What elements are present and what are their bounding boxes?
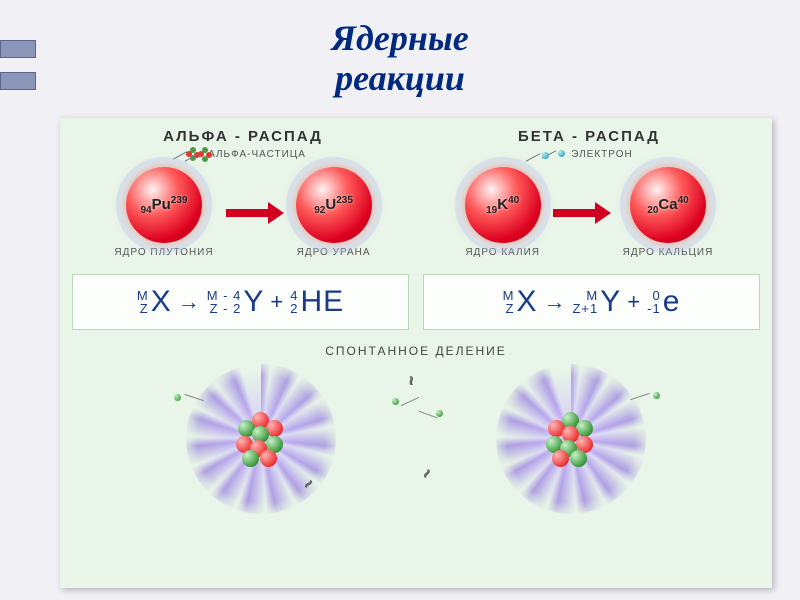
title-region: Ядерныереакции [0, 0, 800, 118]
alpha-particle-label: АЛЬФА-ЧАСТИЦА [208, 149, 306, 160]
beta-rhs1: MZ+1 Y [572, 285, 621, 319]
alpha-parent-a: 239 [171, 195, 188, 206]
alpha-nuclei-row: 94Pu239 ЯДРО ПЛУТОНИЯ [77, 167, 409, 258]
beta-rhs1-sym: Y [600, 285, 621, 319]
beta-lhs-sym: X [516, 285, 537, 319]
beta-rhs2-sym: e [663, 285, 681, 319]
title-line1: Ядерныереакции [331, 18, 469, 98]
alpha-title: АЛЬФА - РАСПАД [77, 128, 409, 145]
gamma-wave-icon: ≀≀ [300, 476, 314, 490]
alpha-rhs2-sym: HE [300, 285, 344, 319]
page-title: Ядерныереакции [331, 19, 469, 98]
beta-daughter-wrap: 20Ca40 ЯДРО КАЛЬЦИЯ [623, 167, 714, 258]
alpha-parent-label: ЯДРО ПЛУТОНИЯ [114, 247, 213, 258]
neutron-trail-icon [418, 411, 437, 419]
beta-parent-a: 40 [508, 195, 519, 206]
alpha-daughter-text: 92U235 [314, 195, 353, 216]
beta-arrow-text: → [543, 289, 566, 315]
alpha-formula-box: MZ X → M - 4Z - 2 Y + 42 HE [72, 274, 409, 330]
alpha-daughter-wrap: 92U235 ЯДРО УРАНА [296, 167, 372, 258]
gamma-wave-icon: ≀≀ [420, 465, 431, 481]
alpha-rhs2: 42 HE [290, 285, 344, 319]
alpha-rhs1-sym: Y [243, 285, 264, 319]
alpha-parent-sym: Pu [152, 196, 171, 213]
sidebar-accent-bottom [0, 72, 36, 90]
beta-parent-text: 19K40 [486, 195, 519, 216]
beta-title: БЕТА - РАСПАД [423, 128, 755, 145]
fission-title: СПОНТАННОЕ ДЕЛЕНИЕ [60, 344, 772, 358]
neutron-icon [174, 394, 181, 401]
nucleon-cluster-left [230, 408, 292, 470]
neutron-icon [392, 398, 399, 405]
beta-daughter-sym: Ca [658, 196, 677, 213]
beta-particle-row: ЭЛЕКТРОН [423, 147, 755, 161]
beta-parent-z: 19 [486, 205, 497, 216]
alpha-parent-text: 94Pu239 [140, 195, 187, 216]
neutron-trail-icon [401, 397, 420, 406]
beta-daughter-label: ЯДРО КАЛЬЦИЯ [623, 247, 714, 258]
nucleon-cluster-right [540, 408, 602, 470]
alpha-parent-z: 94 [140, 205, 151, 216]
fission-center: ≀≀ ≀≀ [416, 364, 418, 514]
alpha-daughter-nucleus: 92U235 [296, 167, 372, 243]
beta-rhs2-bot: -1 [647, 302, 661, 315]
beta-particle-label: ЭЛЕКТРОН [571, 149, 632, 160]
diagram-panel: АЛЬФА - РАСПАД АЛЬФА-ЧАСТИЦА 94Pu239 [60, 118, 772, 588]
beta-lhs-bot: Z [506, 302, 515, 315]
alpha-parent-nucleus: 94Pu239 [126, 167, 202, 243]
alpha-daughter-a: 235 [336, 195, 353, 206]
alpha-daughter-label: ЯДРО УРАНА [297, 247, 371, 258]
beta-arrow-icon [553, 204, 611, 222]
neutron-icon [436, 410, 443, 417]
beta-lhs: MZ X [503, 285, 538, 319]
alpha-lhs-bot: Z [140, 302, 149, 315]
alpha-particle-row: АЛЬФА-ЧАСТИЦА [77, 147, 409, 161]
alpha-rhs1-bot: Z - 2 [210, 302, 242, 315]
alpha-rhs1: M - 4Z - 2 Y [207, 285, 265, 319]
beta-decay-block: БЕТА - РАСПАД ЭЛЕКТРОН 19K40 [423, 128, 755, 262]
beta-plus: + [627, 289, 641, 315]
beta-daughter-a: 40 [678, 195, 689, 206]
beta-parent-nucleus: 19K40 [465, 167, 541, 243]
alpha-emission-icon [190, 147, 216, 167]
gamma-wave-icon: ≀≀ [408, 372, 411, 389]
beta-nuclei-row: 19K40 ЯДРО КАЛИЯ 20Ca40 [423, 167, 755, 258]
beta-daughter-nucleus: 20Ca40 [630, 167, 706, 243]
neutron-trail-icon [630, 393, 649, 400]
beta-daughter-z: 20 [647, 205, 658, 216]
alpha-lhs-sym: X [151, 285, 172, 319]
beta-daughter-text: 20Ca40 [647, 195, 688, 216]
alpha-arrow-icon [226, 204, 284, 222]
beta-parent-sym: K [497, 196, 508, 213]
neutron-trail-icon [184, 394, 203, 401]
neutron-icon [653, 392, 660, 399]
beta-formula-box: MZ X → MZ+1 Y + 0-1 e [423, 274, 760, 330]
sidebar-accent-top [0, 40, 36, 58]
formulas-row: MZ X → M - 4Z - 2 Y + 42 HE MZ X → MZ+1 … [60, 262, 772, 330]
alpha-parent-wrap: 94Pu239 ЯДРО ПЛУТОНИЯ [114, 167, 213, 258]
alpha-daughter-z: 92 [314, 205, 325, 216]
alpha-plus: + [270, 289, 284, 315]
alpha-daughter-sym: U [325, 196, 336, 213]
fission-fragment-left: ≀≀ [176, 364, 346, 514]
beta-parent-label: ЯДРО КАЛИЯ [465, 247, 540, 258]
decay-section: АЛЬФА - РАСПАД АЛЬФА-ЧАСТИЦА 94Pu239 [60, 118, 772, 262]
alpha-decay-block: АЛЬФА - РАСПАД АЛЬФА-ЧАСТИЦА 94Pu239 [77, 128, 409, 262]
alpha-lhs: MZ X [137, 285, 172, 319]
fission-row: ≀≀ ≀≀ ≀≀ [60, 364, 772, 514]
beta-rhs1-bot: Z+1 [572, 302, 598, 315]
beta-parent-wrap: 19K40 ЯДРО КАЛИЯ [465, 167, 541, 258]
fission-fragment-right [486, 364, 656, 514]
alpha-arrow-text: → [178, 289, 201, 315]
alpha-rhs2-bot: 2 [290, 302, 298, 315]
beta-rhs2: 0-1 e [647, 285, 680, 319]
beta-emission-icon [531, 149, 551, 163]
